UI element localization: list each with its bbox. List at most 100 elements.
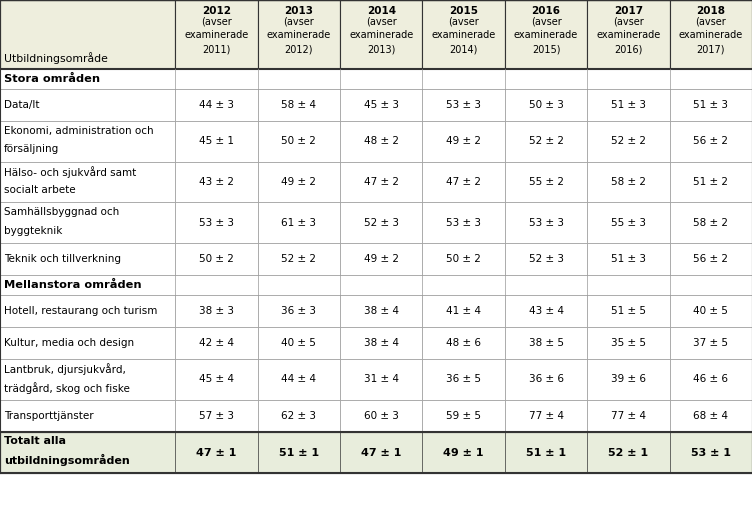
Text: 38 ± 4: 38 ± 4 <box>364 306 399 316</box>
Text: Ekonomi, administration och: Ekonomi, administration och <box>4 126 153 136</box>
Bar <box>587 121 669 162</box>
Text: 47 ± 2: 47 ± 2 <box>364 177 399 187</box>
Bar <box>505 243 587 275</box>
Text: 36 ± 3: 36 ± 3 <box>281 306 317 316</box>
Text: (avser: (avser <box>613 16 644 26</box>
Text: 52 ± 2: 52 ± 2 <box>529 136 563 146</box>
Text: 53 ± 3: 53 ± 3 <box>529 217 563 228</box>
Bar <box>258 400 340 432</box>
Text: Mellanstora områden: Mellanstora områden <box>4 280 141 290</box>
Text: 49 ± 2: 49 ± 2 <box>446 136 481 146</box>
Text: 48 ± 6: 48 ± 6 <box>446 338 481 348</box>
Text: 44 ± 4: 44 ± 4 <box>281 374 317 385</box>
Text: 52 ± 3: 52 ± 3 <box>364 217 399 228</box>
Bar <box>587 202 669 243</box>
Text: 38 ± 5: 38 ± 5 <box>529 338 563 348</box>
Text: (avser: (avser <box>531 16 562 26</box>
Text: 55 ± 2: 55 ± 2 <box>529 177 563 187</box>
Text: 49 ± 2: 49 ± 2 <box>281 177 317 187</box>
Text: 2013): 2013) <box>367 45 396 55</box>
Bar <box>423 121 505 162</box>
Text: (avser: (avser <box>284 16 314 26</box>
Text: 2014: 2014 <box>367 6 396 16</box>
Bar <box>669 162 752 202</box>
Bar <box>505 0 587 69</box>
Text: socialt arbete: socialt arbete <box>4 185 75 195</box>
Text: 2012): 2012) <box>284 45 313 55</box>
Bar <box>340 202 423 243</box>
Text: 52 ± 2: 52 ± 2 <box>611 136 646 146</box>
Text: examinerade: examinerade <box>267 30 331 41</box>
Bar <box>0 327 175 359</box>
Text: 47 ± 1: 47 ± 1 <box>196 448 237 458</box>
Bar <box>505 359 587 400</box>
Bar <box>423 202 505 243</box>
Text: 43 ± 2: 43 ± 2 <box>199 177 234 187</box>
Bar <box>175 359 258 400</box>
Text: 50 ± 2: 50 ± 2 <box>446 254 481 264</box>
Text: 2016): 2016) <box>614 45 643 55</box>
Bar <box>505 121 587 162</box>
Text: Totalt alla: Totalt alla <box>4 436 65 446</box>
Bar <box>505 162 587 202</box>
Bar <box>340 162 423 202</box>
Text: 35 ± 5: 35 ± 5 <box>611 338 646 348</box>
Text: 2012: 2012 <box>202 6 231 16</box>
Text: 53 ± 3: 53 ± 3 <box>446 217 481 228</box>
Text: 50 ± 2: 50 ± 2 <box>281 136 317 146</box>
Text: 58 ± 2: 58 ± 2 <box>611 177 646 187</box>
Bar <box>505 89 587 121</box>
Bar <box>0 295 175 327</box>
Text: 40 ± 5: 40 ± 5 <box>693 306 728 316</box>
Bar <box>0 69 752 89</box>
Bar <box>669 202 752 243</box>
Bar <box>258 327 340 359</box>
Bar <box>423 0 505 69</box>
Text: 49 ± 1: 49 ± 1 <box>444 448 484 458</box>
Bar <box>0 432 752 473</box>
Bar <box>175 121 258 162</box>
Text: (avser: (avser <box>201 16 232 26</box>
Text: försäljning: försäljning <box>4 144 59 154</box>
Text: 55 ± 3: 55 ± 3 <box>611 217 646 228</box>
Bar <box>669 327 752 359</box>
Text: examinerade: examinerade <box>349 30 414 41</box>
Bar <box>258 243 340 275</box>
Bar <box>669 295 752 327</box>
Bar <box>258 162 340 202</box>
Text: 56 ± 2: 56 ± 2 <box>693 136 728 146</box>
Text: 42 ± 4: 42 ± 4 <box>199 338 234 348</box>
Text: examinerade: examinerade <box>432 30 496 41</box>
Text: 50 ± 2: 50 ± 2 <box>199 254 234 264</box>
Text: 45 ± 1: 45 ± 1 <box>199 136 234 146</box>
Bar <box>423 400 505 432</box>
Bar <box>505 400 587 432</box>
Text: 2016: 2016 <box>532 6 560 16</box>
Bar <box>0 0 752 69</box>
Text: 2015: 2015 <box>449 6 478 16</box>
Bar <box>505 295 587 327</box>
Text: Stora områden: Stora områden <box>4 74 100 84</box>
Text: 45 ± 4: 45 ± 4 <box>199 374 234 385</box>
Text: trädgård, skog och fiske: trädgård, skog och fiske <box>4 382 129 394</box>
Text: 58 ± 4: 58 ± 4 <box>281 100 317 110</box>
Text: 2015): 2015) <box>532 45 560 55</box>
Text: 38 ± 3: 38 ± 3 <box>199 306 234 316</box>
Bar <box>258 295 340 327</box>
Bar <box>175 202 258 243</box>
Bar <box>340 359 423 400</box>
Text: 51 ± 2: 51 ± 2 <box>693 177 728 187</box>
Text: 62 ± 3: 62 ± 3 <box>281 411 317 421</box>
Text: 37 ± 5: 37 ± 5 <box>693 338 728 348</box>
Bar <box>587 162 669 202</box>
Text: 59 ± 5: 59 ± 5 <box>446 411 481 421</box>
Bar <box>0 202 175 243</box>
Text: 47 ± 2: 47 ± 2 <box>446 177 481 187</box>
Bar <box>423 359 505 400</box>
Bar <box>587 359 669 400</box>
Text: 48 ± 2: 48 ± 2 <box>364 136 399 146</box>
Text: 77 ± 4: 77 ± 4 <box>529 411 563 421</box>
Bar <box>0 400 175 432</box>
Bar <box>587 89 669 121</box>
Bar <box>0 121 175 162</box>
